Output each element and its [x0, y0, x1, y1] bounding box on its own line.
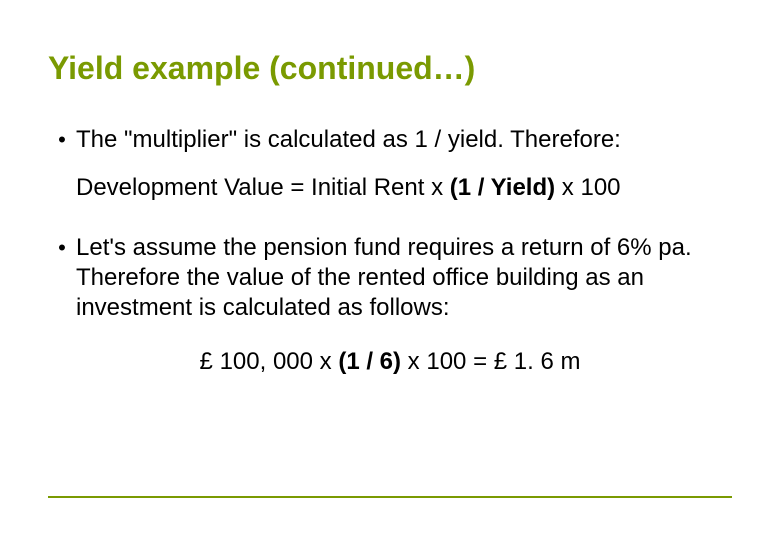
- formula-line: Development Value = Initial Rent x (1 / …: [76, 173, 732, 203]
- formula-post: x 100 = £ 1. 6 m: [401, 348, 580, 375]
- slide: Yield example (continued…) • The "multip…: [0, 0, 780, 540]
- bullet-item: • Let's assume the pension fund requires…: [48, 233, 732, 323]
- formula-pre: £ 100, 000 x: [200, 348, 339, 375]
- footer-divider: [48, 496, 732, 498]
- bullet-marker: •: [48, 233, 76, 263]
- formula-line: £ 100, 000 x (1 / 6) x 100 = £ 1. 6 m: [48, 347, 732, 377]
- bullet-item: • The "multiplier" is calculated as 1 / …: [48, 125, 732, 155]
- formula-post: x 100: [555, 174, 620, 201]
- formula-pre: Development Value = Initial Rent x: [76, 174, 450, 201]
- bullet-text: Let's assume the pension fund requires a…: [76, 233, 732, 323]
- slide-title: Yield example (continued…): [48, 50, 732, 87]
- bullet-text: The "multiplier" is calculated as 1 / yi…: [76, 125, 621, 155]
- formula-bold: (1 / Yield): [450, 174, 555, 201]
- bullet-marker: •: [48, 125, 76, 155]
- formula-bold: (1 / 6): [338, 348, 401, 375]
